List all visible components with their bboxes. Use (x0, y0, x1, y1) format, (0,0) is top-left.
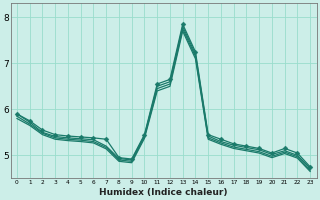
X-axis label: Humidex (Indice chaleur): Humidex (Indice chaleur) (99, 188, 228, 197)
